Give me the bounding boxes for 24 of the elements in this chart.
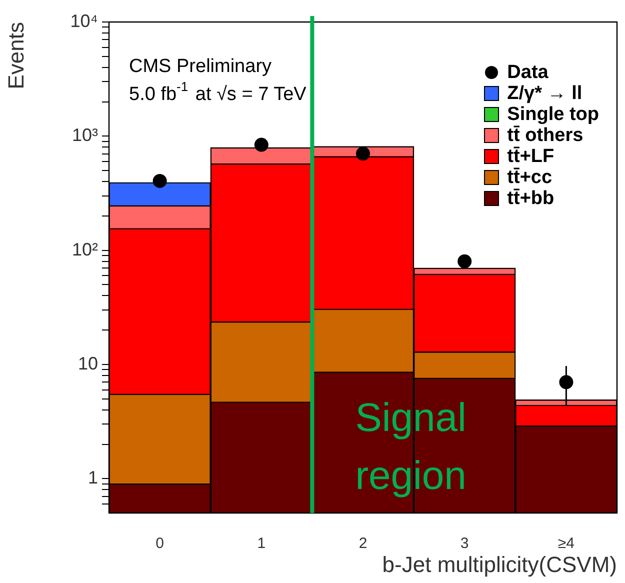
annotation: CMS Preliminary xyxy=(129,56,272,77)
point xyxy=(152,174,167,188)
x-tick-label: ≥4 xyxy=(558,535,574,552)
point xyxy=(356,146,370,161)
legend-label: Z/γ* → ll xyxy=(507,83,582,104)
legend-label: Single top xyxy=(507,104,599,125)
y-axis-title: Events xyxy=(3,22,28,90)
x-axis-title: b-Jet multiplicity(CSVM) xyxy=(382,552,617,577)
x-tick-label: 1 xyxy=(257,535,266,552)
legend-label: Data xyxy=(507,62,548,83)
y-tick-label: 10³ xyxy=(72,125,98,146)
legend-label: tt̄+LF xyxy=(507,146,554,167)
x-tick-label: 2 xyxy=(358,535,368,552)
legend-label: tt̄+cc xyxy=(507,167,552,188)
legend-label: tt̄+bb xyxy=(507,188,554,209)
x-tick-label: 0 xyxy=(156,535,164,552)
y-tick-label: 10² xyxy=(72,239,98,260)
legend-label: tt̄ others xyxy=(507,125,584,146)
x-tick-label: 3 xyxy=(460,535,469,552)
y-tick-label: 1 xyxy=(88,468,98,488)
y-tick-label: 10⁴ xyxy=(70,10,98,31)
y-tick-label: 10 xyxy=(78,353,98,374)
point xyxy=(458,254,472,268)
point xyxy=(254,138,268,152)
